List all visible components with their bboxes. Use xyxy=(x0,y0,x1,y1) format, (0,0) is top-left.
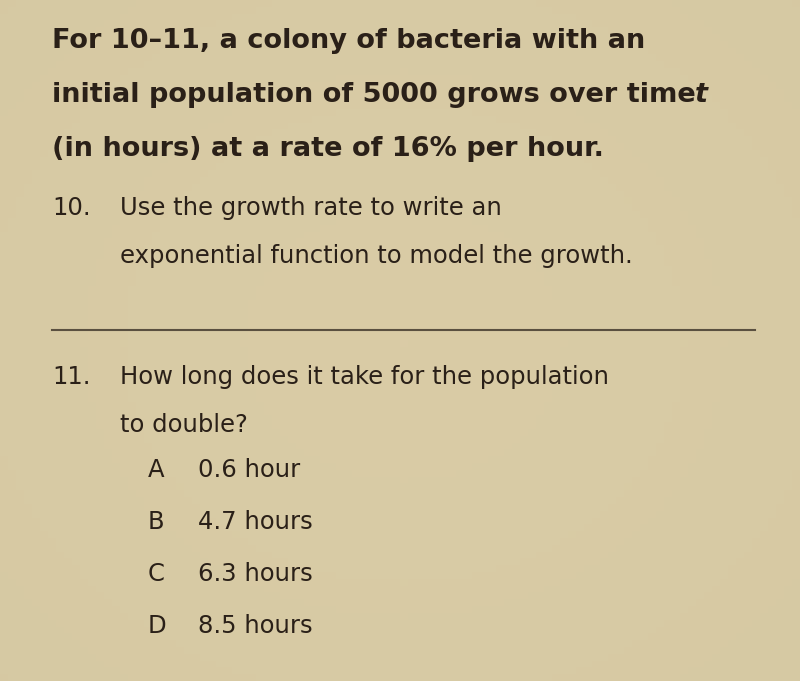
Text: initial population of 5000 grows over time: initial population of 5000 grows over ti… xyxy=(52,82,706,108)
Text: C: C xyxy=(148,562,165,586)
Text: 0.6 hour: 0.6 hour xyxy=(198,458,300,482)
Text: How long does it take for the population: How long does it take for the population xyxy=(120,365,609,389)
Text: A: A xyxy=(148,458,165,482)
Text: 10.: 10. xyxy=(52,196,90,220)
Text: B: B xyxy=(148,510,165,534)
Text: D: D xyxy=(148,614,166,638)
Text: 11.: 11. xyxy=(52,365,90,389)
Text: to double?: to double? xyxy=(120,413,248,437)
Text: 6.3 hours: 6.3 hours xyxy=(198,562,313,586)
Text: (in hours) at a rate of 16% per hour.: (in hours) at a rate of 16% per hour. xyxy=(52,136,604,162)
Text: Use the growth rate to write an: Use the growth rate to write an xyxy=(120,196,502,220)
Text: 8.5 hours: 8.5 hours xyxy=(198,614,313,638)
Text: t: t xyxy=(695,82,708,108)
Text: exponential function to model the growth.: exponential function to model the growth… xyxy=(120,244,633,268)
Text: For 10–11, a colony of bacteria with an: For 10–11, a colony of bacteria with an xyxy=(52,28,646,54)
Text: 4.7 hours: 4.7 hours xyxy=(198,510,313,534)
